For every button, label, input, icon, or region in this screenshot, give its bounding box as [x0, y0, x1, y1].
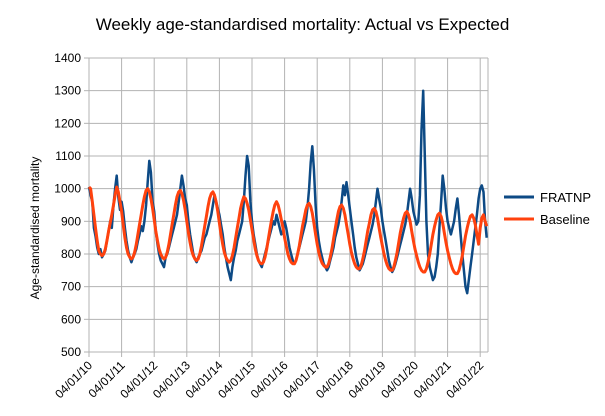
y-tick-label: 1000	[54, 182, 81, 196]
y-tick-label: 1300	[54, 84, 81, 98]
y-tick-label: 500	[61, 345, 81, 359]
y-tick-label: 600	[61, 312, 81, 326]
chart-title: Weekly age-standardised mortality: Actua…	[95, 15, 510, 34]
y-tick-label: 900	[61, 214, 81, 228]
y-tick-label: 1200	[54, 116, 81, 130]
y-tick-label: 1400	[54, 51, 81, 65]
y-tick-label: 800	[61, 247, 81, 261]
y-tick-label: 700	[61, 280, 81, 294]
series-line-baseline	[87, 185, 489, 276]
legend-label-fratnp: FRATNP	[540, 190, 591, 205]
y-tick-label: 1100	[55, 149, 81, 163]
legend-label-baseline: Baseline	[540, 212, 590, 227]
